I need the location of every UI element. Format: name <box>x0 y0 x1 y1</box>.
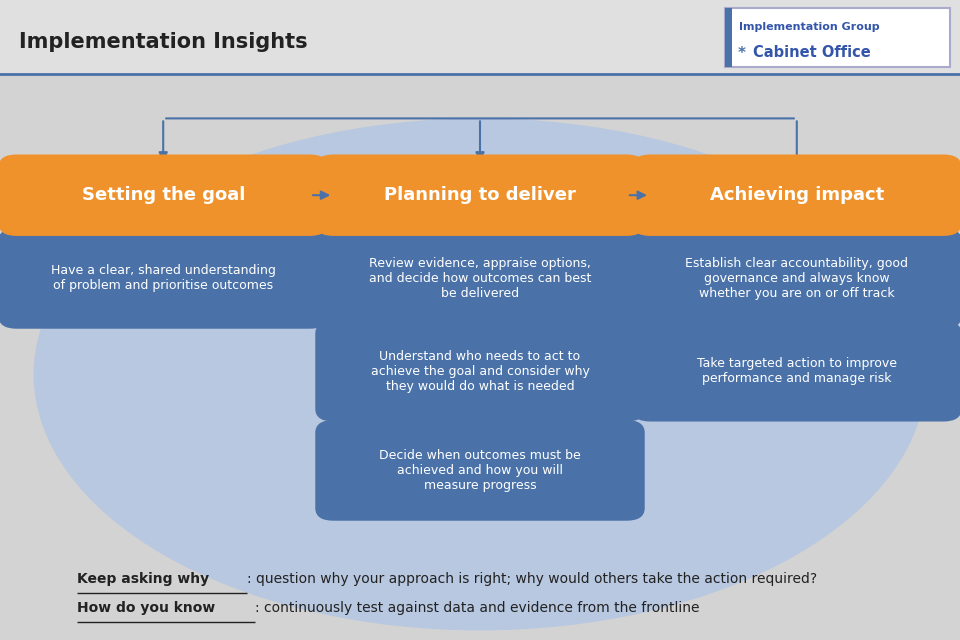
Text: Keep asking why: Keep asking why <box>77 572 209 586</box>
Text: Establish clear accountability, good
governance and always know
whether you are : Establish clear accountability, good gov… <box>685 257 908 300</box>
Text: Review evidence, appraise options,
and decide how outcomes can best
be delivered: Review evidence, appraise options, and d… <box>369 257 591 300</box>
FancyBboxPatch shape <box>0 229 326 328</box>
FancyBboxPatch shape <box>634 229 960 328</box>
Text: Have a clear, shared understanding
of problem and prioritise outcomes: Have a clear, shared understanding of pr… <box>51 264 276 292</box>
Text: Decide when outcomes must be
achieved and how you will
measure progress: Decide when outcomes must be achieved an… <box>379 449 581 492</box>
FancyBboxPatch shape <box>725 8 950 67</box>
FancyBboxPatch shape <box>725 8 732 67</box>
FancyBboxPatch shape <box>317 421 643 520</box>
FancyBboxPatch shape <box>634 156 960 235</box>
Text: Achieving impact: Achieving impact <box>709 186 884 204</box>
Text: Take targeted action to improve
performance and manage risk: Take targeted action to improve performa… <box>697 357 897 385</box>
Text: Setting the goal: Setting the goal <box>82 186 245 204</box>
Text: Implementation Insights: Implementation Insights <box>19 31 308 52</box>
FancyBboxPatch shape <box>317 322 643 420</box>
Text: *: * <box>737 46 745 61</box>
Ellipse shape <box>34 118 926 630</box>
FancyBboxPatch shape <box>634 322 960 420</box>
Text: : continuously test against data and evidence from the frontline: : continuously test against data and evi… <box>255 601 700 615</box>
Text: Cabinet Office: Cabinet Office <box>753 45 871 60</box>
FancyBboxPatch shape <box>317 229 643 328</box>
FancyBboxPatch shape <box>0 156 326 235</box>
FancyBboxPatch shape <box>317 156 643 235</box>
Text: Understand who needs to act to
achieve the goal and consider why
they would do w: Understand who needs to act to achieve t… <box>371 349 589 393</box>
Text: Implementation Group: Implementation Group <box>739 22 879 32</box>
Text: : question why your approach is right; why would others take the action required: : question why your approach is right; w… <box>248 572 817 586</box>
Text: Planning to deliver: Planning to deliver <box>384 186 576 204</box>
FancyBboxPatch shape <box>0 0 960 74</box>
Text: How do you know: How do you know <box>77 601 215 615</box>
